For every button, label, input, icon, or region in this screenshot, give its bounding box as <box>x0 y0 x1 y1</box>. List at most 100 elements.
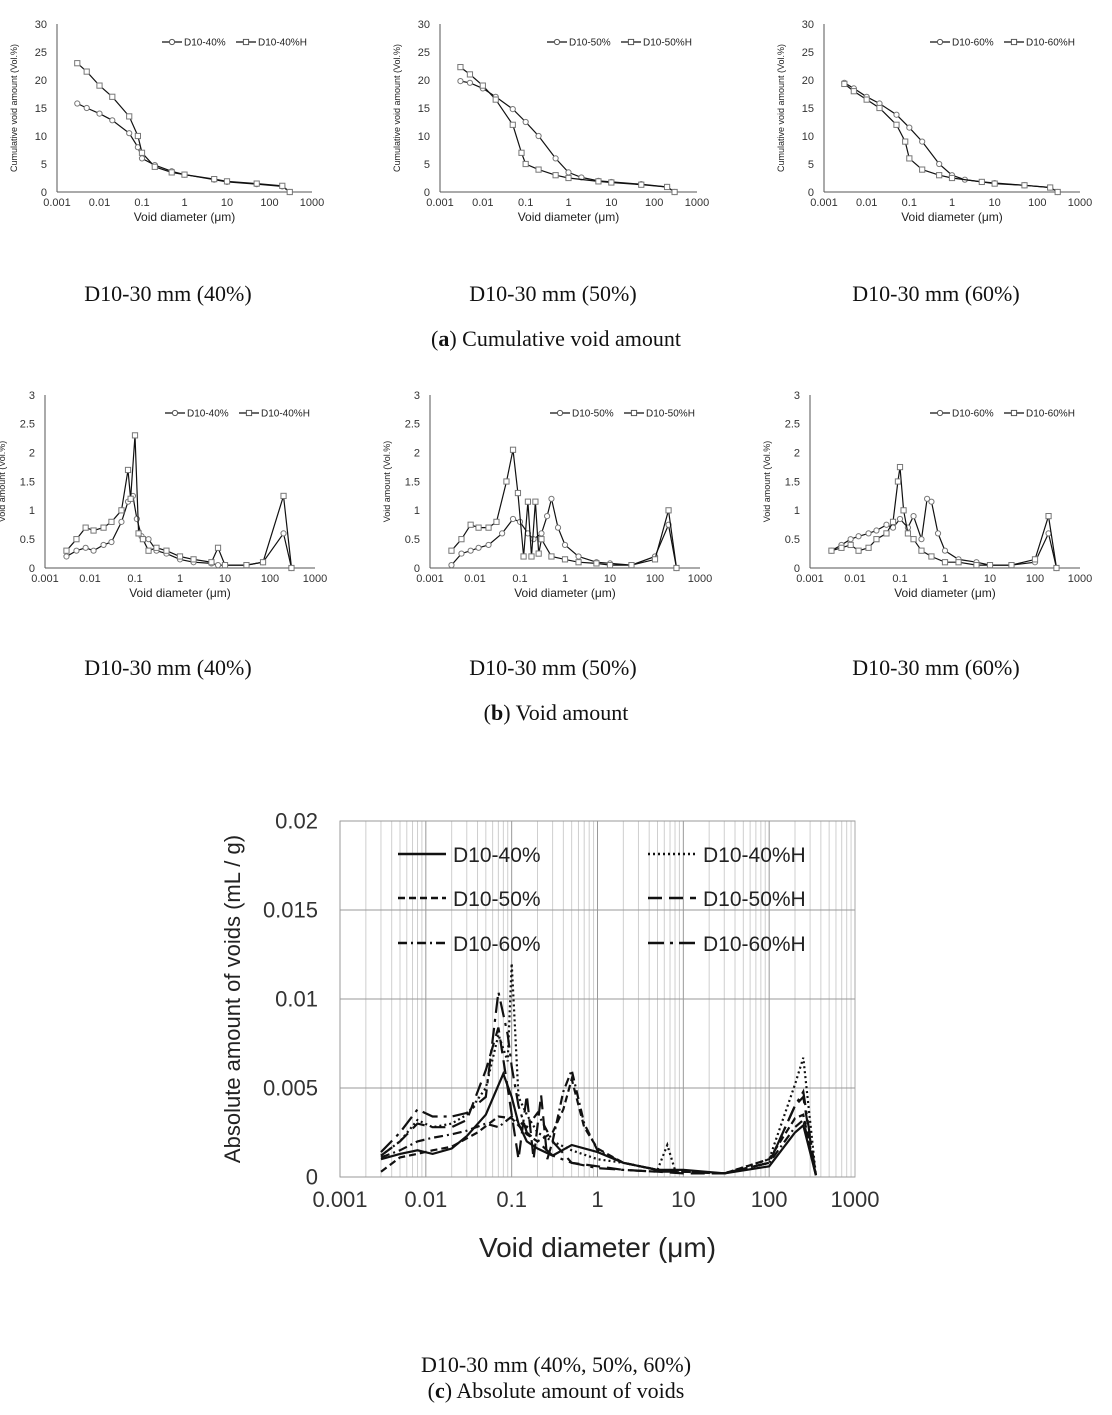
data-point <box>127 495 134 502</box>
series-line-D10-60% <box>380 1066 817 1176</box>
x-tick-label: 100 <box>646 573 664 585</box>
legend-marker <box>1010 38 1018 46</box>
data-point <box>118 518 125 525</box>
legend-marker <box>1010 409 1018 417</box>
data-point <box>941 547 949 554</box>
data-point <box>936 160 943 168</box>
data-point <box>90 547 97 554</box>
subcaption-a3: D10-30 mm (60%) <box>852 281 1020 306</box>
data-point <box>923 495 931 502</box>
legend-label: D10-50% <box>569 38 611 49</box>
y-tick-label: 30 <box>802 19 814 31</box>
data-point <box>96 110 103 117</box>
data-point <box>893 111 900 118</box>
x-tick-label: 0.01 <box>472 197 493 209</box>
data-point <box>82 544 89 551</box>
data-point <box>936 172 943 179</box>
data-point <box>279 182 286 189</box>
data-point <box>211 176 218 183</box>
data-point <box>74 60 81 67</box>
data-point <box>973 562 980 569</box>
legend-label: D10-50%H <box>703 888 806 911</box>
x-tick-label: 0.01 <box>404 1187 447 1212</box>
subcaption-b1: D10-30 mm (40%) <box>84 655 252 680</box>
legend-label: D10-50% <box>572 409 614 420</box>
data-point <box>1054 188 1061 196</box>
y-tick-label: 3 <box>414 390 420 402</box>
data-point <box>466 71 474 78</box>
x-tick-label: 0.001 <box>312 1187 367 1212</box>
data-point <box>847 541 854 549</box>
x-tick-label: 100 <box>751 1187 788 1212</box>
series-line-D10-40%H <box>380 963 817 1176</box>
y-tick-label: 20 <box>802 75 814 87</box>
x-tick-label: 0.1 <box>496 1187 527 1212</box>
y-tick-label: 2 <box>794 448 800 460</box>
data-point <box>214 562 222 569</box>
data-point <box>565 174 572 182</box>
x-tick-label: 1 <box>591 1187 603 1212</box>
data-point <box>850 88 857 95</box>
legend-label: D10-60%H <box>703 933 806 956</box>
y-tick-label: 5 <box>424 159 430 171</box>
data-point <box>108 518 115 525</box>
data-point <box>1045 513 1052 520</box>
data-point <box>552 172 559 179</box>
x-tick-label: 1 <box>942 573 948 585</box>
data-point <box>457 78 464 85</box>
y-tick-label: 3 <box>29 390 35 402</box>
data-point <box>865 544 872 551</box>
data-point <box>466 79 474 86</box>
legend-marker <box>936 38 944 46</box>
y-tick-label: 0.02 <box>275 809 318 834</box>
data-point <box>900 507 907 514</box>
y-tick-label: 2.5 <box>405 419 420 431</box>
series-line-D10-60% <box>831 497 1058 569</box>
subcaption-a2: D10-30 mm (50%) <box>469 281 637 306</box>
x-tick-label: 0.001 <box>426 197 454 209</box>
x-tick-label: 0.1 <box>902 197 917 209</box>
data-point <box>82 524 89 531</box>
legend-marker <box>168 38 176 46</box>
x-tick-label: 0.1 <box>127 573 142 585</box>
data-point <box>865 530 872 537</box>
data-point <box>1031 556 1039 563</box>
data-point <box>100 541 107 549</box>
legend-marker <box>630 409 638 417</box>
x-axis-title: Void diameter (μm) <box>479 1232 716 1263</box>
data-point <box>1021 182 1028 189</box>
data-point <box>134 132 141 140</box>
series-line-D10-40%H <box>66 435 293 569</box>
x-tick-label: 1 <box>562 573 568 585</box>
y-tick-label: 0 <box>794 563 800 575</box>
y-tick-label: 10 <box>35 131 47 143</box>
data-point <box>575 559 582 566</box>
data-point <box>73 547 80 554</box>
y-axis-title: Cumulative void amount (Vol.%) <box>9 44 19 172</box>
data-point <box>565 169 572 176</box>
data-point <box>458 536 465 543</box>
data-point <box>485 541 492 549</box>
data-point <box>918 536 925 543</box>
data-point <box>63 553 70 560</box>
data-point <box>896 515 904 523</box>
y-axis-title: Cumulative void amount (Vol.%) <box>392 44 402 172</box>
data-point <box>514 489 522 497</box>
data-point <box>475 524 482 531</box>
data-point <box>153 544 160 551</box>
data-point <box>894 478 902 485</box>
subcaption-c: D10-30 mm (40%, 50%, 60%) <box>420 1352 692 1377</box>
data-point <box>873 527 880 534</box>
y-tick-label: 20 <box>418 75 430 87</box>
x-axis-title: Void diameter (μm) <box>518 210 620 224</box>
legend-label: D10-60% <box>453 933 541 956</box>
y-tick-label: 15 <box>802 103 814 115</box>
data-point <box>665 507 672 514</box>
caption-c: (c) Absolute amount of voids <box>427 1378 685 1403</box>
data-point <box>1047 184 1054 191</box>
x-tick-label: 1000 <box>303 573 327 585</box>
data-point <box>74 100 81 107</box>
data-point <box>96 82 103 89</box>
data-point <box>100 524 107 531</box>
data-point <box>904 530 912 537</box>
